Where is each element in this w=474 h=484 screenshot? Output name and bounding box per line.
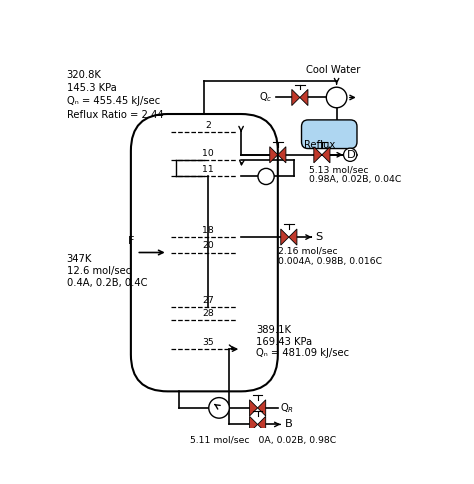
Text: 347K
12.6 mol/sec
0.4A, 0.2B, 0.4C: 347K 12.6 mol/sec 0.4A, 0.2B, 0.4C — [66, 254, 147, 287]
Polygon shape — [322, 147, 330, 163]
Text: 2: 2 — [205, 121, 211, 130]
Text: Q$_c$: Q$_c$ — [259, 91, 272, 105]
Circle shape — [344, 148, 357, 161]
FancyBboxPatch shape — [301, 120, 357, 149]
Text: 5.11 mol/sec   0A, 0.02B, 0.98C: 5.11 mol/sec 0A, 0.02B, 0.98C — [190, 436, 336, 445]
Polygon shape — [300, 90, 308, 106]
Text: Cool Water: Cool Water — [306, 65, 360, 76]
Polygon shape — [258, 416, 266, 433]
Text: 320.8K
145.3 KPa
Qₙ = 455.45 kJ/sec
Reflux Ratio = 2.44: 320.8K 145.3 KPa Qₙ = 455.45 kJ/sec Refl… — [66, 70, 163, 120]
Circle shape — [258, 168, 274, 184]
Circle shape — [326, 87, 347, 108]
Polygon shape — [270, 147, 278, 163]
Polygon shape — [314, 147, 322, 163]
Text: B: B — [284, 420, 292, 429]
Text: D: D — [347, 150, 356, 160]
Polygon shape — [249, 400, 258, 416]
Text: 11: 11 — [202, 165, 214, 174]
FancyBboxPatch shape — [131, 114, 278, 392]
Polygon shape — [292, 90, 300, 106]
Text: 27: 27 — [202, 296, 214, 304]
Text: Q$_R$: Q$_R$ — [280, 401, 294, 415]
Polygon shape — [249, 416, 258, 433]
Text: Reflux: Reflux — [304, 140, 336, 151]
Text: 2.16 mol/sec
0.004A, 0.98B, 0.016C: 2.16 mol/sec 0.004A, 0.98B, 0.016C — [278, 246, 382, 266]
Text: 28: 28 — [202, 309, 214, 318]
Text: 20: 20 — [202, 242, 214, 250]
Text: 35: 35 — [202, 338, 214, 347]
Text: S: S — [316, 232, 323, 242]
Text: 389.1K
169.43 KPa
Qₙ = 481.09 kJ/sec: 389.1K 169.43 KPa Qₙ = 481.09 kJ/sec — [256, 325, 349, 359]
Text: F: F — [128, 236, 135, 246]
Polygon shape — [278, 147, 286, 163]
Polygon shape — [281, 229, 289, 245]
Text: 10: 10 — [202, 149, 214, 158]
Text: 18: 18 — [202, 226, 214, 235]
Polygon shape — [258, 400, 266, 416]
Circle shape — [209, 397, 229, 418]
Polygon shape — [289, 229, 297, 245]
Text: 5.13 mol/sec
0.98A, 0.02B, 0.04C: 5.13 mol/sec 0.98A, 0.02B, 0.04C — [309, 165, 401, 184]
